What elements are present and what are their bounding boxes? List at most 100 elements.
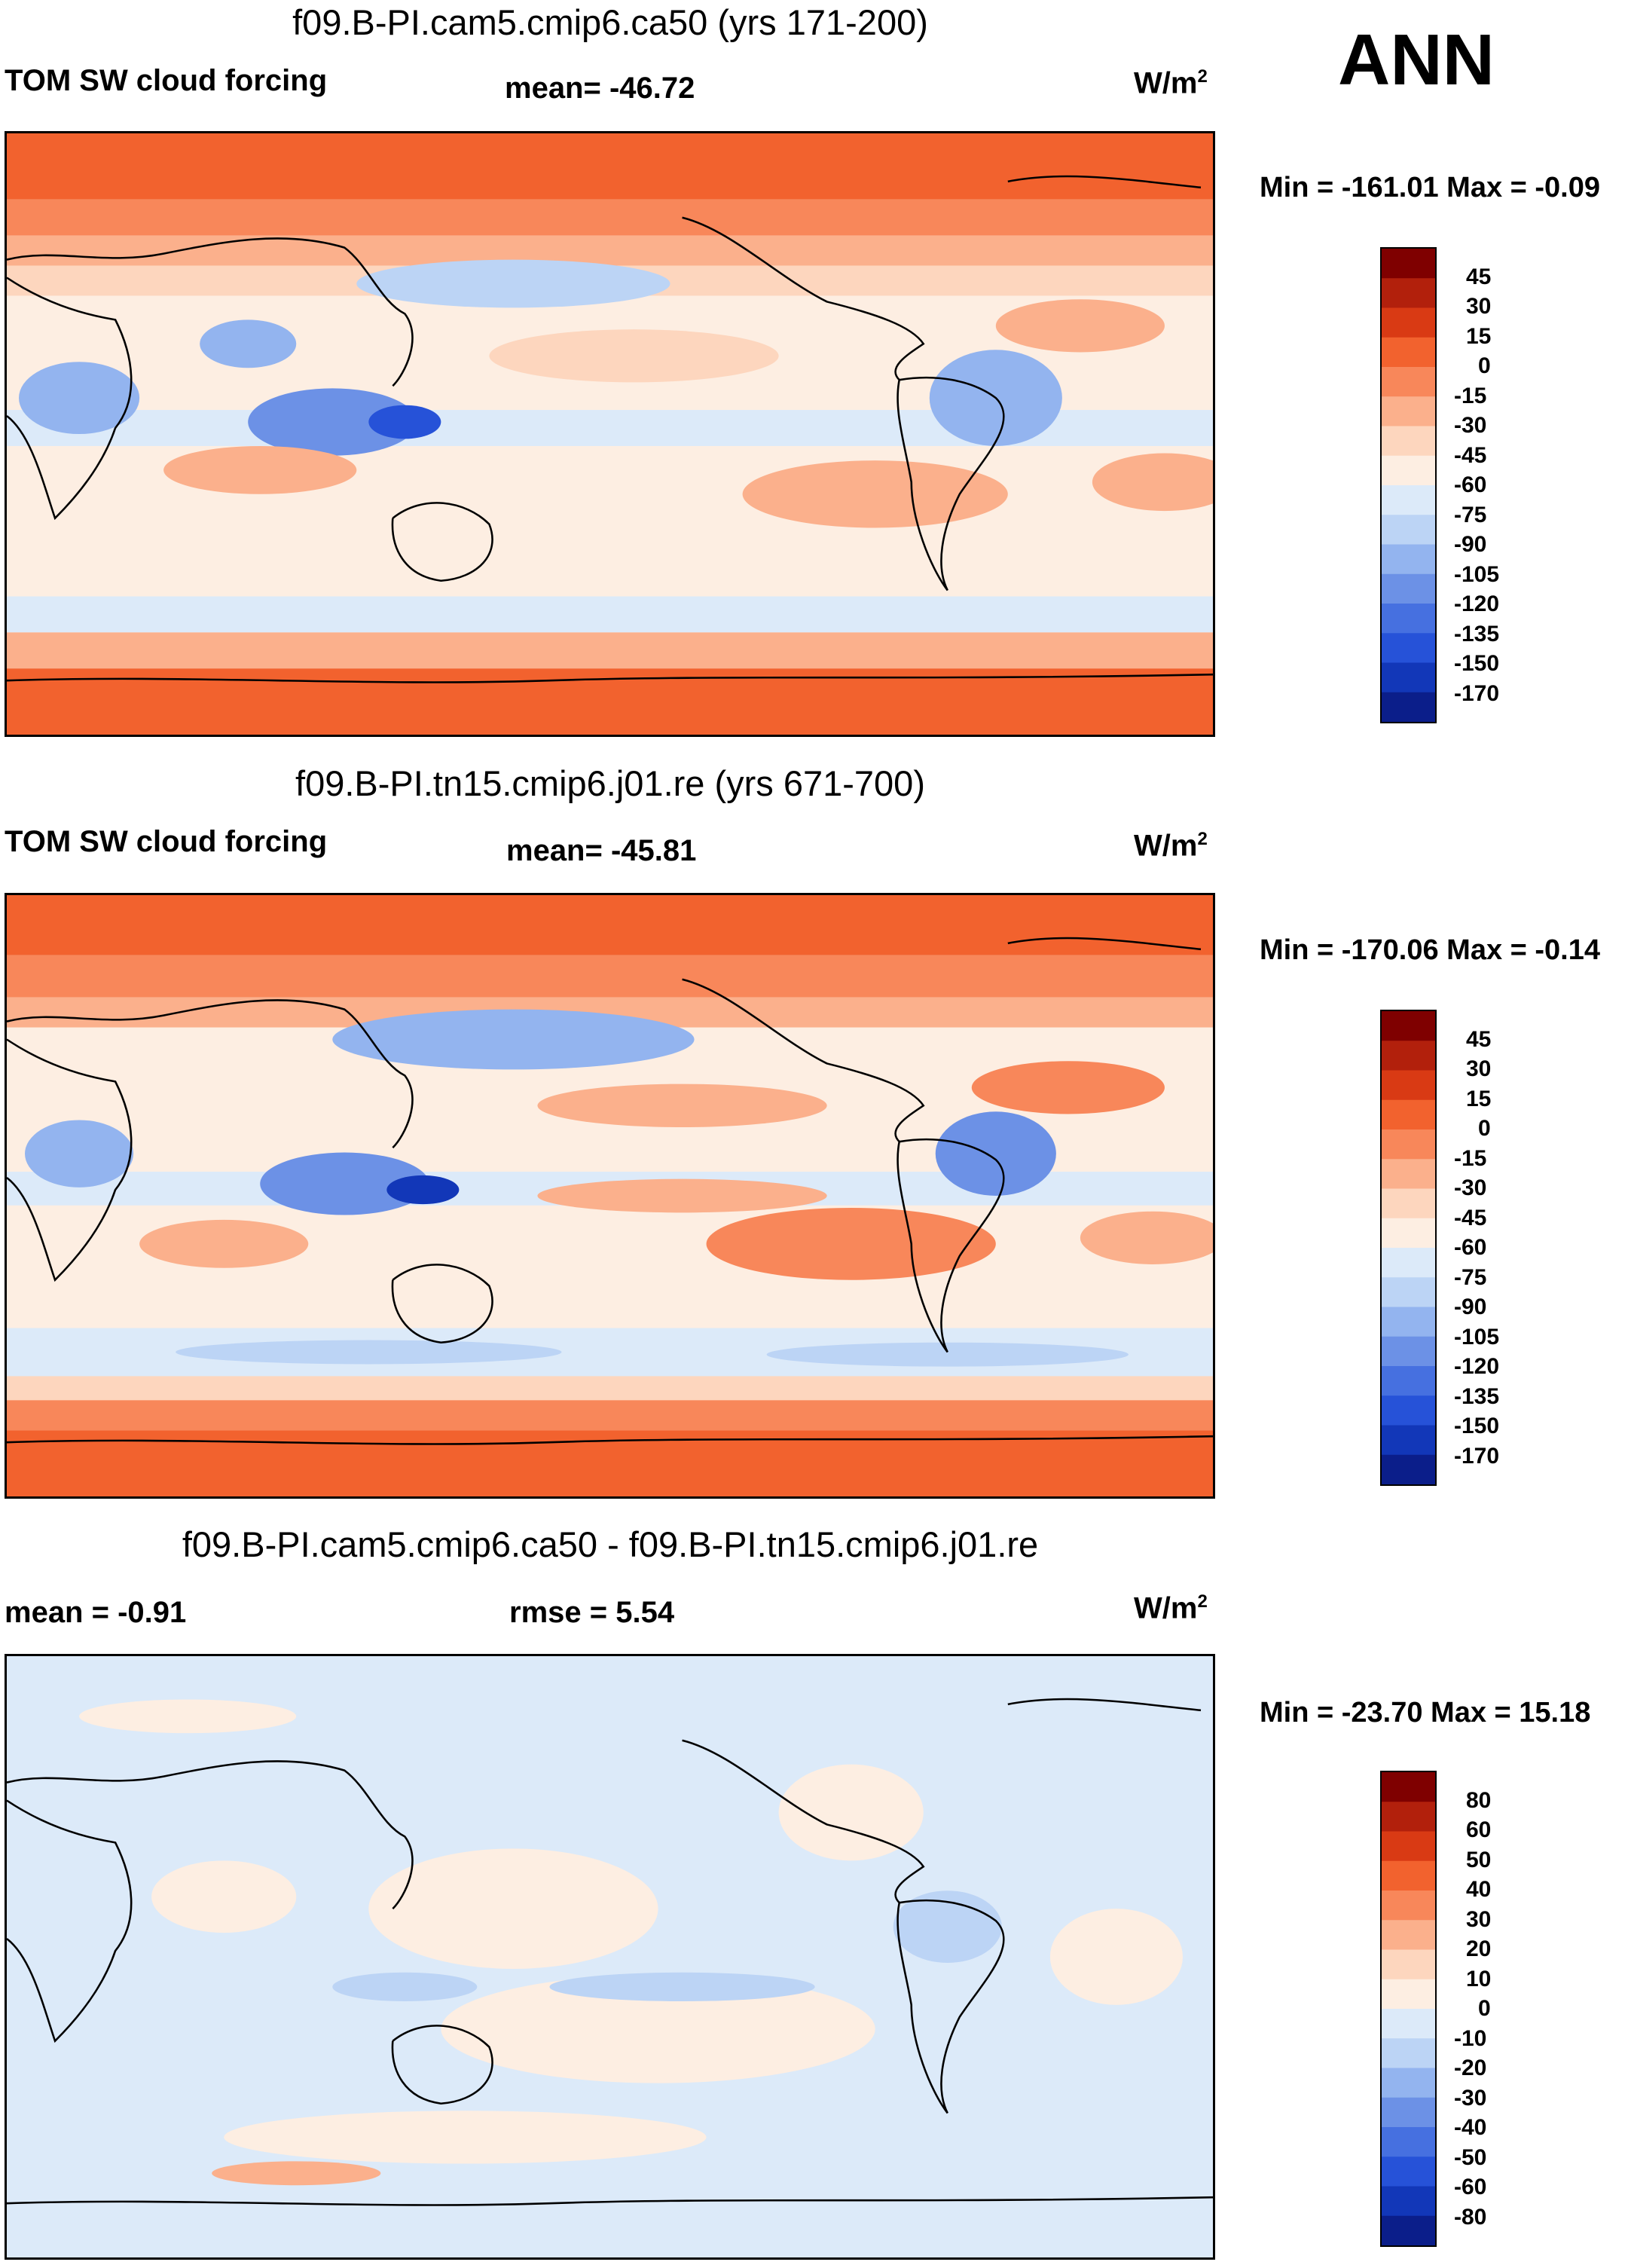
coastlines xyxy=(7,1698,1213,2206)
colorbar-box xyxy=(1382,278,1435,309)
panel-2-mean-label: mean= -45.81 xyxy=(506,834,697,867)
panel-2-title: f09.B-PI.tn15.cmip6.j01.re (yrs 671-700) xyxy=(295,763,925,803)
colorbar-tick-label: -10 xyxy=(1454,2025,1487,2051)
colorbar-box xyxy=(1382,1366,1435,1397)
maritime-continent-region xyxy=(260,1152,429,1215)
colorbar-box xyxy=(1382,692,1435,722)
colorbar-tick-label: -120 xyxy=(1454,1354,1500,1379)
south-america-coast xyxy=(896,1138,1005,1353)
colorbar-box xyxy=(1382,1802,1435,1832)
africa-coast xyxy=(7,1799,133,2043)
australia-coast xyxy=(391,502,493,582)
antarctica-coast xyxy=(7,2196,1213,2206)
panel-3-mean-label: mean = -0.91 xyxy=(5,1596,187,1629)
colorbar-tick-label: -15 xyxy=(1454,383,1487,408)
antarctica-band xyxy=(7,2203,1213,2257)
panel-1-colorbar xyxy=(1380,247,1437,723)
colorbar-tick-label: -30 xyxy=(1454,2085,1487,2111)
colorbar-box xyxy=(1382,1891,1435,1921)
colorbar-box xyxy=(1382,1041,1435,1071)
panel-2-minmax: Min = -170.06 Max = -0.14 xyxy=(1260,934,1601,966)
colorbar-box xyxy=(1382,633,1435,664)
colorbar-tick-label: 15 xyxy=(1466,323,1492,349)
africa-coast xyxy=(7,277,133,521)
colorbar-box xyxy=(1382,1307,1435,1337)
colorbar-tick-label: 0 xyxy=(1478,353,1491,378)
arctic-band xyxy=(7,133,1213,200)
colorbar-box xyxy=(1382,249,1435,280)
colorbar-box xyxy=(1382,367,1435,398)
colorbar-box xyxy=(1382,1159,1435,1190)
antarctica-coast xyxy=(7,1435,1213,1445)
panel-1-map xyxy=(5,131,1215,737)
colorbar-box xyxy=(1382,2068,1435,2098)
colorbar-tick-label: -45 xyxy=(1454,442,1487,468)
south-atlantic-stratocumulus xyxy=(1080,1211,1213,1264)
north-atlantic-subtropic xyxy=(971,1061,1165,1114)
colorbar-tick-label: 30 xyxy=(1466,1056,1492,1081)
colorbar-box xyxy=(1382,1425,1435,1456)
southern-ocean-band xyxy=(7,596,1213,633)
central-africa-region xyxy=(19,362,140,434)
australia-coast xyxy=(391,2025,493,2104)
colorbar-box xyxy=(1382,1011,1435,1042)
panel-3-map-svg xyxy=(7,1656,1213,2257)
maritime-continent-core xyxy=(368,405,441,439)
colorbar-box xyxy=(1382,1218,1435,1249)
colorbar-box xyxy=(1382,515,1435,546)
colorbar-box xyxy=(1382,1129,1435,1160)
panel-1-mean-label: mean= -46.72 xyxy=(505,72,695,105)
colorbar-tick-label: 0 xyxy=(1478,1996,1491,2021)
colorbar-box xyxy=(1382,2038,1435,2069)
south-pacific-stratocumulus xyxy=(706,1207,996,1280)
colorbar-box xyxy=(1382,307,1435,338)
colorbar-tick-label: 50 xyxy=(1466,1847,1492,1872)
panel-3-units-label: W/m2 xyxy=(1134,1591,1208,1625)
colorbar-tick-label: -105 xyxy=(1454,1324,1500,1349)
north-pacific-cloud-region xyxy=(356,259,670,308)
colorbar-tick-label: 10 xyxy=(1466,1966,1492,1991)
panel-1-map-svg xyxy=(7,133,1213,735)
colorbar-tick-label: -15 xyxy=(1454,1145,1487,1171)
pos-anom-arctic xyxy=(79,1699,297,1734)
colorbar-tick-label: -50 xyxy=(1454,2144,1487,2170)
colorbar-box xyxy=(1382,2127,1435,2158)
pos-anom-atlantic xyxy=(1049,1909,1183,2005)
colorbar-box xyxy=(1382,1099,1435,1130)
panel-1-colorbar-labels: 45 30 15 0 -15 -30 -45 -60 -75 -90 -105 -120 -135 -15… xyxy=(1454,247,1544,723)
south-pacific-convergence xyxy=(537,1178,827,1213)
panel-3-map xyxy=(5,1654,1215,2260)
colorbar-tick-label: -60 xyxy=(1454,2175,1487,2199)
africa-coast xyxy=(7,1038,133,1282)
antarctic-edge-band xyxy=(7,632,1213,669)
colorbar-tick-label: -150 xyxy=(1454,1414,1500,1438)
panel-1-minmax: Min = -161.01 Max = -0.09 xyxy=(1260,172,1601,203)
colorbar-box xyxy=(1382,1336,1435,1367)
colorbar-tick-label: 20 xyxy=(1466,1936,1492,1961)
south-atlantic-stratocumulus xyxy=(1092,453,1213,512)
colorbar-tick-label: -30 xyxy=(1454,1175,1487,1200)
north-america-coast xyxy=(682,216,925,381)
map-background xyxy=(7,1656,1213,2257)
colorbar-box xyxy=(1382,1188,1435,1219)
south-america-coast xyxy=(896,376,1005,591)
pos-anom-southern-ocean xyxy=(224,2111,707,2164)
arctic-band xyxy=(7,895,1213,955)
colorbar-tick-label: 80 xyxy=(1466,1787,1492,1813)
panel-2-map-svg xyxy=(7,895,1213,1496)
high-lat-north-band xyxy=(7,955,1213,998)
colorbar-tick-label: -80 xyxy=(1454,2204,1487,2230)
coastlines xyxy=(7,937,1213,1445)
colorbar-tick-label: 45 xyxy=(1466,264,1492,289)
panel-2-map xyxy=(5,893,1215,1499)
north-america-coast xyxy=(682,978,925,1143)
panel-2-colorbar-labels: 45 30 15 0 -15 -30 -45 -60 -75 -90 -105 -120 -135 -15… xyxy=(1454,1010,1544,1486)
colorbar-tick-label: -40 xyxy=(1454,2115,1487,2140)
colorbar-tick-label: -105 xyxy=(1454,561,1500,587)
colorbar-tick-label: -20 xyxy=(1454,2056,1487,2080)
coastlines xyxy=(7,175,1213,683)
north-atlantic-subtropic xyxy=(995,299,1165,353)
colorbar-box xyxy=(1382,1949,1435,1980)
colorbar-tick-label: -170 xyxy=(1454,680,1500,706)
colorbar-tick-label: -30 xyxy=(1454,413,1487,438)
